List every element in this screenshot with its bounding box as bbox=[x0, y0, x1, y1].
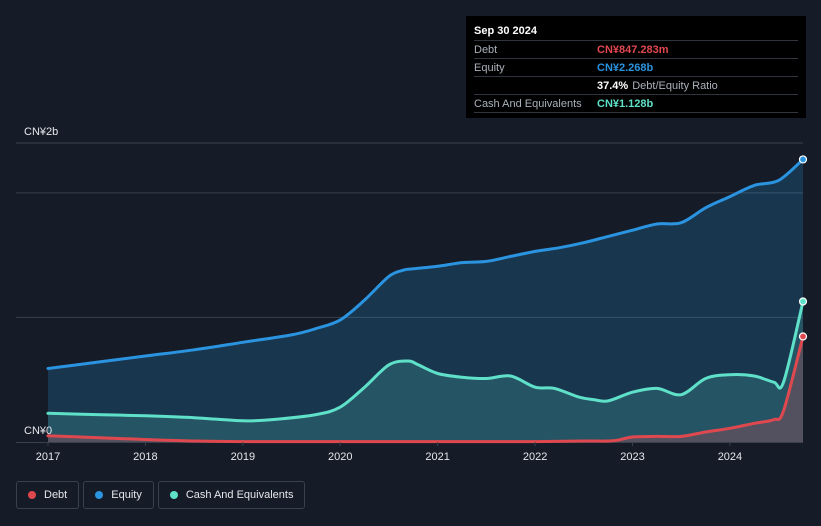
legend-dot-debt bbox=[28, 491, 36, 499]
x-tick-label: 2021 bbox=[425, 451, 449, 463]
tooltip-label: Cash And Equivalents bbox=[474, 97, 582, 110]
x-axis: 2017 2018 2019 2020 2021 2022 2023 2024 bbox=[36, 442, 742, 463]
x-tick-label: 2019 bbox=[231, 451, 255, 463]
chart-legend: Debt Equity Cash And Equivalents bbox=[16, 481, 306, 509]
legend-label: Equity bbox=[111, 489, 142, 501]
tooltip-row-cash: Cash And Equivalents CN¥1.128b bbox=[474, 94, 798, 113]
tooltip-value-debt: CN¥847.283m bbox=[597, 43, 669, 56]
equity-line bbox=[46, 157, 805, 370]
legend-label: Cash And Equivalents bbox=[185, 489, 294, 501]
equity-area bbox=[48, 159, 803, 442]
x-tick-label: 2020 bbox=[328, 451, 352, 463]
x-tick-label: 2024 bbox=[718, 451, 742, 463]
tooltip-ratio-caption: Debt/Equity Ratio bbox=[632, 79, 718, 92]
tooltip-label: Equity bbox=[474, 61, 505, 74]
chart-tooltip: Sep 30 2024 Debt CN¥847.283m Equity CN¥2… bbox=[466, 16, 806, 118]
cash-and-equivalents-end-point bbox=[798, 297, 808, 306]
cash-and-equivalents-line bbox=[46, 300, 805, 423]
tooltip-value-ratio: 37.4% bbox=[597, 79, 629, 92]
legend-dot-cash bbox=[169, 491, 178, 499]
cash-and-equivalents-area bbox=[48, 301, 803, 442]
grid-lines bbox=[16, 142, 803, 443]
debt-end-point bbox=[798, 332, 808, 341]
x-tick-label: 2023 bbox=[620, 451, 644, 463]
y-axis-top-label: CN¥2b bbox=[24, 126, 59, 138]
series-layer bbox=[46, 155, 808, 444]
y-axis-bottom-label: CN¥0 bbox=[24, 425, 53, 437]
tooltip-row-equity: Equity CN¥2.268b bbox=[474, 58, 798, 76]
tooltip-row-ratio: 37.4% Debt/Equity Ratio bbox=[474, 76, 798, 94]
legend-item-debt[interactable]: Debt bbox=[16, 481, 80, 509]
x-tick-label: 2022 bbox=[523, 451, 547, 463]
tooltip-label: Debt bbox=[474, 43, 498, 56]
debt-line bbox=[46, 335, 805, 444]
tooltip-value-cash: CN¥1.128b bbox=[597, 97, 654, 110]
tooltip-row-debt: Debt CN¥847.283m bbox=[474, 40, 798, 58]
debt-area bbox=[48, 336, 803, 442]
tooltip-value-equity: CN¥2.268b bbox=[597, 61, 654, 74]
tooltip-date: Sep 30 2024 bbox=[474, 25, 537, 37]
x-tick-label: 2018 bbox=[133, 451, 157, 463]
equity-end-point bbox=[798, 155, 808, 164]
legend-item-cash[interactable]: Cash And Equivalents bbox=[157, 481, 306, 509]
x-tick-label: 2017 bbox=[36, 451, 60, 463]
legend-dot-equity bbox=[95, 491, 104, 499]
legend-label: Debt bbox=[44, 489, 68, 501]
legend-item-equity[interactable]: Equity bbox=[83, 481, 154, 509]
